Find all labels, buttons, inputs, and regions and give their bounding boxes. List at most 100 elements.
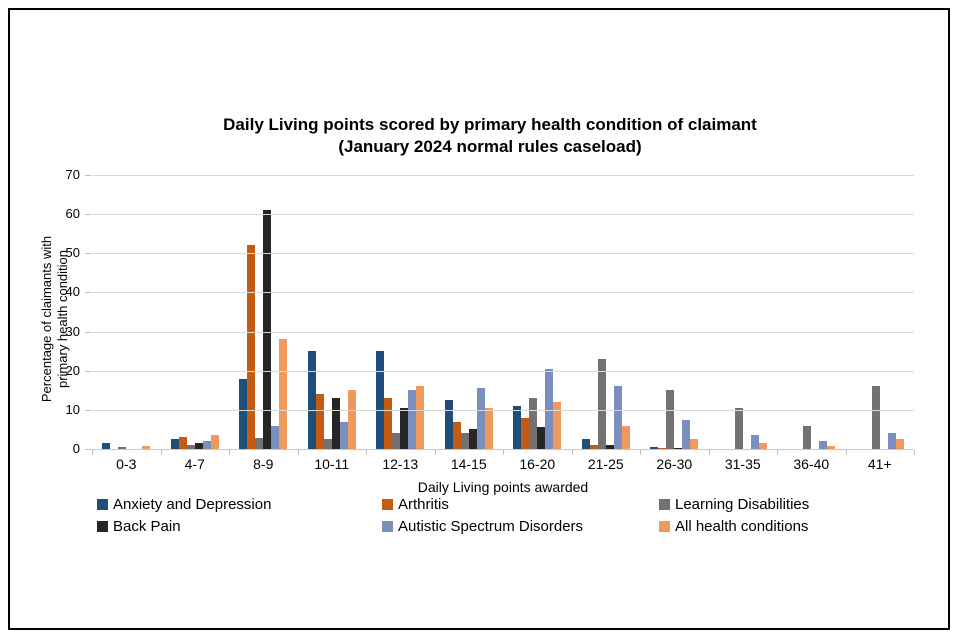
bar [674,448,683,449]
bar [581,439,590,449]
bar [658,448,667,449]
bar [537,427,546,449]
bar [384,398,393,449]
legend-swatch-icon [97,521,108,532]
bar [758,443,767,449]
x-tick-label: 14-15 [450,456,487,472]
y-tick-label: 20 [65,363,80,378]
bar [545,369,554,449]
legend-swatch-icon [382,499,393,510]
bar [271,426,280,449]
x-tick-label: 26-30 [656,456,693,472]
chart-title-line2: (January 2024 normal rules caseload) [338,137,642,157]
bar [255,438,264,449]
bar [871,386,880,449]
bar-group-0-3 [92,175,161,449]
bar [460,433,469,449]
x-axis-tick [640,450,641,455]
bar [307,351,316,449]
x-axis-tick [366,450,367,455]
y-tick-label: 60 [65,206,80,221]
y-axis-tick [85,449,91,450]
x-axis-line [92,449,914,450]
bar [102,443,111,449]
bar [178,437,187,449]
bar-group-31-35 [709,175,778,449]
y-axis-tick [85,410,91,411]
bar [513,406,522,449]
bar-group-36-40 [777,175,846,449]
bar-group-4-7 [161,175,230,449]
bar [202,441,211,449]
bar [734,408,743,449]
bar [682,420,691,449]
bar-groups [92,175,914,449]
bar [690,439,699,449]
x-axis-tick [572,450,573,455]
x-tick-label: 8-9 [253,456,274,472]
x-tick-labels: 0-3 4-7 8-9 10-11 12-13 14-15 16-20 21-25 26-30 3… [92,456,914,472]
x-tick-label: 21-25 [587,456,624,472]
bar [392,433,401,449]
bar [142,446,151,449]
legend-item: All health conditions [659,518,927,535]
bar [895,439,904,449]
bar [529,398,538,449]
y-axis-tick [85,214,91,215]
bar [444,400,453,449]
gridline [92,410,914,411]
bar [613,386,622,449]
bar [589,445,598,449]
bar-group-14-15 [435,175,504,449]
x-axis-tick [229,450,230,455]
bar [521,418,530,449]
legend: Anxiety and Depression Arthritis Learning … [97,496,927,535]
x-tick-label: 4-7 [184,456,205,472]
bar [819,441,828,449]
bar [339,422,348,449]
y-tick-label: 70 [65,167,80,182]
legend-item: Arthritis [382,496,659,513]
x-tick-label: 41+ [867,456,892,472]
y-axis-tick [85,332,91,333]
x-axis-tick [161,450,162,455]
bar [170,439,179,449]
bar [468,429,477,449]
bar [315,394,324,449]
bar [803,426,812,449]
y-axis-tick [85,253,91,254]
legend-item: Back Pain [97,518,382,535]
x-tick-label: 12-13 [382,456,419,472]
y-tick-label: 50 [65,245,80,260]
bar [376,351,385,449]
legend-item: Learning Disabilities [659,496,927,513]
bar [484,408,493,449]
legend-label: All health conditions [675,518,809,535]
gridline [92,332,914,333]
bar [650,447,659,449]
y-tick-label: 30 [65,324,80,339]
x-axis-tick [435,450,436,455]
bar [605,445,614,449]
x-tick-label: 31-35 [724,456,761,472]
bar [279,339,288,449]
bar-group-8-9 [229,175,298,449]
bar [194,443,203,449]
bar [597,359,606,449]
bar [239,379,248,449]
bar [186,445,195,449]
bar [621,426,630,449]
legend-swatch-icon [659,521,670,532]
bar-group-12-13 [366,175,435,449]
gridline [92,175,914,176]
bar [408,390,417,449]
legend-swatch-icon [97,499,108,510]
x-tick-label: 0-3 [116,456,137,472]
x-axis-tick [298,450,299,455]
x-axis-tick [914,450,915,455]
gridline [92,371,914,372]
legend-label: Arthritis [398,496,449,513]
x-axis-tick [503,450,504,455]
bar [476,388,485,449]
x-axis-tick [846,450,847,455]
